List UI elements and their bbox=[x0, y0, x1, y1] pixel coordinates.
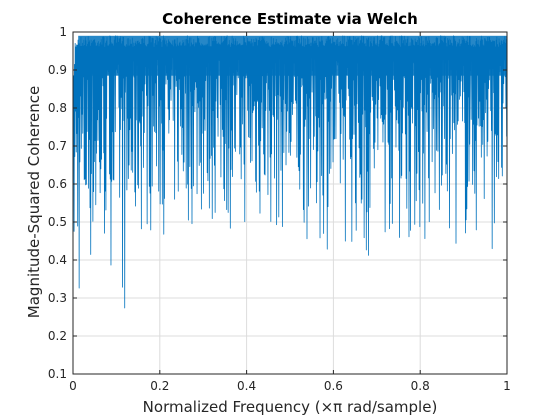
y-tick-label: 0.6 bbox=[48, 177, 67, 191]
coherence-series bbox=[72, 35, 508, 309]
y-tick-label: 0.2 bbox=[48, 329, 67, 343]
chart-title: Coherence Estimate via Welch bbox=[162, 10, 418, 28]
x-tick-label: 0.2 bbox=[150, 379, 169, 393]
y-tick-label: 0.8 bbox=[48, 101, 67, 115]
coherence-dense-band bbox=[78, 35, 507, 76]
y-tick-label: 0.7 bbox=[48, 139, 67, 153]
y-tick-label: 0.4 bbox=[48, 253, 67, 267]
x-tick-label: 0.8 bbox=[411, 379, 430, 393]
x-axis-label: Normalized Frequency (×π rad/sample) bbox=[143, 398, 438, 416]
y-tick-label: 0.9 bbox=[48, 63, 67, 77]
x-tick-label: 0.4 bbox=[237, 379, 256, 393]
y-tick-label: 0.5 bbox=[48, 215, 67, 229]
y-tick-label: 1 bbox=[59, 25, 67, 39]
y-axis-label: Magnitude-Squared Coherence bbox=[25, 86, 43, 318]
x-tick-label: 1 bbox=[503, 379, 511, 393]
y-tick-label: 0.3 bbox=[48, 291, 67, 305]
x-tick-label: 0 bbox=[69, 379, 77, 393]
axis-ticks: 0 0.2 0.4 0.6 0.8 1 0.1 0.2 0.3 0.4 0.5 0.6 0.7 0.8 0.… bbox=[48, 25, 511, 393]
plot-frame bbox=[72, 31, 508, 375]
x-tick-label: 0.6 bbox=[324, 379, 343, 393]
y-tick-label: 0.1 bbox=[48, 367, 67, 381]
